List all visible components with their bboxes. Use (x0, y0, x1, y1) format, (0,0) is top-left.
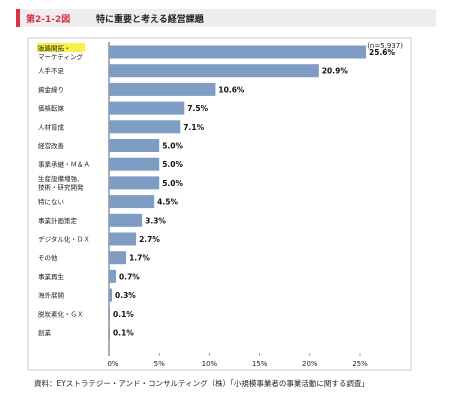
value-label-14: 0.1% (113, 310, 134, 319)
value-label-8: 4.5% (157, 198, 178, 207)
value-label-3: 7.5% (187, 104, 208, 113)
value-label-4: 7.1% (183, 123, 204, 132)
category-label-0-0: 販路開拓・ (38, 43, 71, 52)
category-label-2: 資金繰り (38, 85, 64, 94)
category-label-12: 事業再生 (38, 272, 65, 281)
value-label-5: 5.0% (162, 142, 183, 151)
category-label-15: 創業 (38, 328, 52, 337)
bar-14 (109, 307, 111, 321)
value-label-0: 25.6% (369, 48, 396, 57)
category-label-0-1: マーケティング (38, 52, 83, 61)
chart-frame (27, 37, 412, 371)
category-label-8: 特にない (38, 197, 64, 206)
category-label-5: 経営改善 (38, 141, 65, 150)
bar-12 (109, 269, 117, 283)
bar-3 (109, 101, 185, 115)
bar-11 (109, 251, 127, 265)
header-accent-bar (16, 9, 20, 27)
value-label-2: 10.6% (218, 85, 245, 94)
figure-title: 特に重要と考える経営課題 (96, 15, 204, 25)
figure-header: 第2-1-2図 特に重要と考える経営課題 (16, 9, 436, 27)
bar-13 (109, 288, 113, 302)
x-tick-label-0: 0% (107, 360, 118, 368)
category-label-11: その他 (38, 253, 58, 262)
category-label-7-0: 生産設備増強、 (38, 174, 84, 183)
value-label-9: 3.3% (145, 216, 166, 225)
category-label-10: デジタル化・ＤＸ (38, 235, 90, 244)
bar-2 (109, 82, 216, 96)
value-label-7: 5.0% (162, 179, 183, 188)
x-tick-label-2: 10% (202, 360, 218, 368)
bar-15 (109, 326, 111, 339)
sample-size-label: (n=5,937) (367, 42, 403, 50)
category-label-3: 価格転嫁 (38, 104, 65, 113)
bar-8 (109, 195, 155, 209)
category-label-7-1: 技術・研究開発 (38, 183, 84, 192)
x-tick-label-1: 5% (154, 360, 165, 368)
category-label-13: 海外展開 (38, 291, 64, 300)
value-label-13: 0.3% (115, 291, 136, 300)
x-tick-label-4: 20% (302, 360, 318, 368)
category-label-4: 人材育成 (38, 122, 65, 131)
category-highlight (37, 43, 85, 52)
x-tick-label-5: 25% (352, 360, 368, 368)
bar-5 (109, 139, 160, 152)
category-label-9: 事業計画策定 (38, 216, 78, 225)
figure-number: 第2-1-2図 (26, 15, 71, 25)
value-label-10: 2.7% (139, 235, 160, 244)
x-tick-label-3: 15% (252, 360, 268, 368)
source-note: 資料：EYストラテジー・アンド・コンサルティング（株）「小規模事業者の事業活動に… (34, 379, 369, 388)
bar-9 (109, 213, 143, 227)
category-label-1: 人手不足 (38, 66, 65, 75)
value-label-11: 1.7% (129, 254, 150, 263)
bar-0 (109, 45, 367, 59)
value-label-6: 5.0% (162, 160, 183, 169)
category-label-14: 脱炭素化・ＧＸ (38, 309, 84, 318)
bar-6 (109, 157, 160, 171)
category-label-6: 事業承継・Ｍ＆Ａ (38, 160, 90, 169)
value-label-12: 0.7% (119, 272, 140, 281)
value-label-1: 20.9% (322, 67, 349, 76)
value-label-15: 0.1% (113, 329, 134, 338)
bar-7 (109, 176, 160, 190)
bar-1 (109, 64, 319, 78)
bar-10 (109, 232, 137, 246)
bar-4 (109, 120, 181, 134)
